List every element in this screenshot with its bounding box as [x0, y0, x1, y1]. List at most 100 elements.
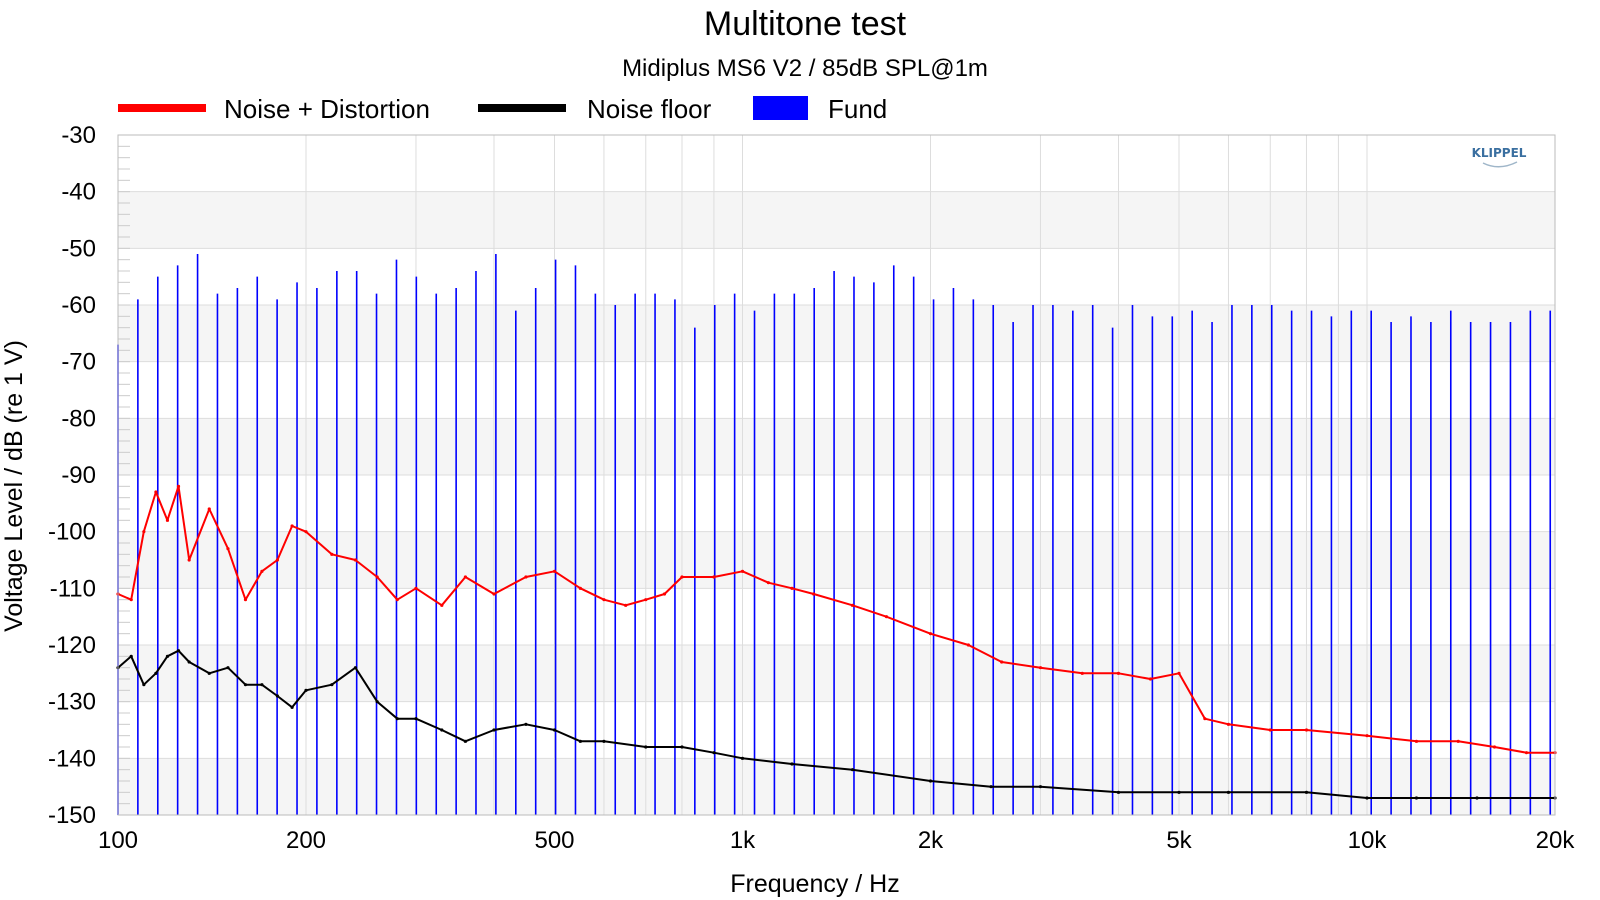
data-point [154, 671, 158, 675]
data-point [552, 569, 557, 573]
x-axis-label: Frequency / Hz [730, 870, 900, 898]
data-point [1148, 677, 1153, 681]
data-point [290, 705, 294, 709]
plot-band [118, 191, 1555, 249]
data-point [928, 632, 933, 636]
data-point [850, 768, 855, 772]
plot-band [118, 645, 1555, 702]
klippel-logo-swoosh [1482, 161, 1518, 168]
data-point [243, 598, 248, 602]
data-point [440, 603, 444, 607]
data-point [740, 569, 745, 573]
x-tick-label: 5k [1166, 827, 1192, 854]
data-point [1000, 660, 1004, 664]
data-point [275, 694, 280, 698]
series-fund [117, 254, 1552, 815]
data-point [1226, 722, 1231, 726]
data-point [1492, 745, 1497, 749]
data-point [1365, 796, 1369, 800]
x-tick-label: 10k [1348, 827, 1388, 854]
y-tick-label: -130 [48, 689, 96, 716]
y-tick-label: -150 [48, 802, 96, 829]
data-point [1226, 790, 1231, 794]
legend-swatch [753, 96, 808, 120]
chart-title: Multitone test [704, 5, 907, 43]
data-point [142, 530, 146, 534]
data-point [353, 666, 358, 670]
data-point [154, 490, 158, 494]
data-point [1038, 785, 1043, 789]
x-tick-label: 200 [286, 827, 326, 854]
plot-frame [117, 134, 1556, 816]
data-point [304, 530, 308, 534]
data-point [142, 683, 146, 687]
plot-band [118, 758, 1555, 815]
data-point [624, 603, 628, 607]
data-point [129, 654, 133, 658]
x-tick-label: 20k [1536, 827, 1576, 854]
data-point [662, 592, 667, 596]
legend-item: Noise + Distortion [118, 94, 430, 124]
data-point [680, 575, 684, 579]
x-tick-label: 1k [730, 827, 756, 854]
data-point [187, 660, 191, 664]
data-point [176, 484, 181, 488]
data-point [330, 552, 334, 556]
y-tick-label: -30 [61, 122, 96, 149]
data-point [492, 728, 496, 732]
data-point [353, 558, 358, 562]
y-tick-label: -90 [61, 462, 96, 489]
data-point [1038, 666, 1043, 670]
klippel-logo: KLIPPEL [1472, 146, 1527, 168]
y-tick-label: -50 [61, 235, 96, 262]
data-point [176, 649, 181, 653]
data-point [260, 569, 264, 573]
legend-swatch [478, 104, 566, 112]
data-point [884, 615, 889, 619]
data-point [790, 586, 794, 590]
data-point [1177, 790, 1181, 794]
data-point [602, 598, 606, 602]
y-tick-label: -120 [48, 632, 96, 659]
data-point [1080, 671, 1084, 675]
data-point [524, 722, 528, 726]
data-point [1475, 796, 1479, 800]
data-point [243, 683, 248, 687]
data-point [1203, 717, 1207, 721]
data-point [207, 671, 211, 675]
data-point [766, 581, 770, 585]
y-tick-label: -70 [61, 349, 96, 376]
y-tick-label: -100 [48, 519, 96, 546]
y-axis-ticks: -30 -40 -50 -60 -70 -80 -90 -100 -110 -120 -130 -14… [48, 122, 96, 829]
y-axis-label: Voltage Level / dB (re 1 V) [0, 340, 28, 632]
data-point [395, 717, 399, 721]
data-point [1414, 739, 1419, 743]
data-point [644, 745, 648, 749]
data-point [850, 603, 855, 607]
data-point [712, 575, 716, 579]
data-point [740, 756, 745, 760]
data-point [440, 728, 444, 732]
plot-band [118, 531, 1555, 589]
plot-band [118, 305, 1555, 362]
data-point [644, 598, 648, 602]
legend-label: Fund [828, 94, 887, 124]
legend: Noise + Distortion Noise floor Fund [118, 94, 887, 124]
data-point [712, 751, 716, 755]
data-point [1304, 728, 1309, 732]
y-tick-label: -110 [50, 575, 96, 602]
legend-swatch [118, 104, 206, 112]
x-tick-label: 100 [98, 827, 138, 854]
data-point [207, 507, 211, 511]
klippel-logo-text: KLIPPEL [1472, 146, 1527, 160]
data-point [578, 739, 582, 743]
plot-band [118, 418, 1555, 475]
legend-label: Noise floor [587, 94, 712, 124]
data-point [330, 683, 334, 687]
data-point [812, 592, 816, 596]
data-point [463, 739, 468, 743]
series-noise-distortion [116, 484, 1557, 755]
data-point [414, 586, 418, 590]
series-layer [116, 254, 1557, 815]
